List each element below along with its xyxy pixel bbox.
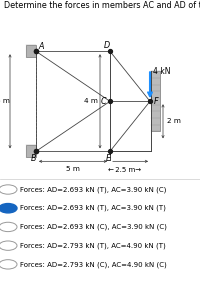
Text: Forces: AD=2.793 kN (T), AC=4.90 kN (T): Forces: AD=2.793 kN (T), AC=4.90 kN (T) (20, 243, 166, 249)
Text: ← 2.5 m→: ← 2.5 m→ (108, 167, 141, 173)
Text: F: F (153, 97, 158, 106)
Text: Forces: AD=2.793 kN (C), AC=4.90 kN (C): Forces: AD=2.793 kN (C), AC=4.90 kN (C) (20, 261, 167, 268)
Text: Forces: AD=2.693 kN (T), AC=3.90 kN (C): Forces: AD=2.693 kN (T), AC=3.90 kN (C) (20, 186, 166, 193)
Text: 4 kN: 4 kN (153, 67, 170, 76)
Text: Forces: AD=2.693 kN (C), AC=3.90 kN (C): Forces: AD=2.693 kN (C), AC=3.90 kN (C) (20, 224, 167, 230)
Circle shape (0, 203, 17, 213)
Text: 4 m: 4 m (84, 98, 98, 104)
Text: Forces: AD=2.693 kN (T), AC=3.90 kN (T): Forces: AD=2.693 kN (T), AC=3.90 kN (T) (20, 205, 166, 212)
Text: 5 m: 5 m (66, 166, 80, 172)
Text: E: E (106, 154, 110, 163)
Text: 2 m: 2 m (167, 118, 181, 124)
Text: Determine the forces in members AC and AD of the truss.: Determine the forces in members AC and A… (4, 1, 200, 10)
Text: A: A (38, 42, 44, 51)
Text: 6 m: 6 m (0, 98, 10, 104)
Text: D: D (104, 41, 110, 50)
Bar (26, 145, 36, 157)
Text: B: B (31, 154, 37, 163)
Text: C: C (100, 97, 106, 106)
Bar (26, 45, 36, 57)
Bar (151, 71, 160, 131)
